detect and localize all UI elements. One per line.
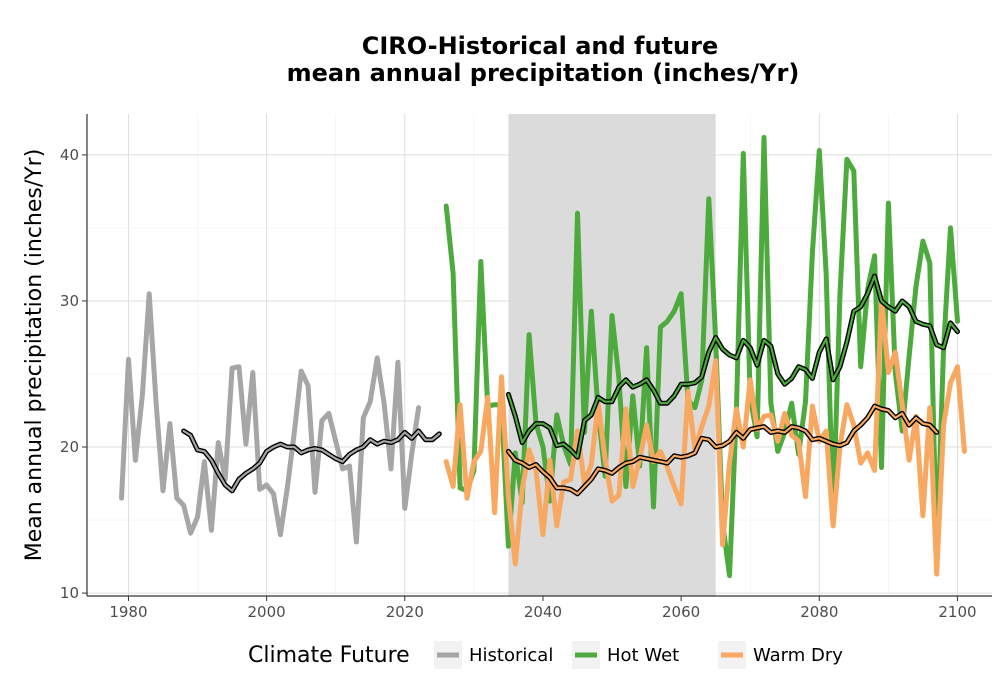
y-axis-ticks: 10 20 30 40 [60,146,87,602]
smoothed-line-hot-wet [507,275,959,459]
x-tick-label: 2020 [386,603,424,621]
y-tick-label: 20 [60,438,79,456]
chart-title-line-1: CIRO-Historical and future [362,32,718,60]
legend-items: Historical Hot Wet Warm Dry [434,641,843,669]
x-tick-label: 2080 [800,603,838,621]
smoothed-layer [181,273,960,497]
chart-title-line-2: mean annual precipitation (inches/Yr) [287,59,800,87]
x-tick-label: 1980 [109,603,147,621]
x-tick-label: 2060 [662,603,700,621]
x-tick-label: 2000 [248,603,286,621]
smoothed-line-historical [182,429,441,492]
y-axis-label: Mean annual precipitation (inches/Yr) [22,149,47,562]
x-tick-label: 2100 [938,603,976,621]
legend: Climate Future Historical Hot Wet Warm Dry [248,641,843,669]
legend-label-historical: Historical [469,645,553,666]
y-tick-label: 30 [60,292,79,310]
legend-label-hot-wet: Hot Wet [607,645,679,666]
y-tick-label: 40 [60,146,79,164]
legend-label-warm-dry: Warm Dry [753,645,843,666]
smoothed-line-warm-dry [507,405,938,495]
legend-title: Climate Future [248,643,410,668]
x-tick-label: 2040 [524,603,562,621]
series-line-warm-dry [443,295,967,577]
y-tick-label: 10 [60,584,79,602]
x-axis-ticks: 1980 2000 2020 2040 2060 2080 2100 [109,596,977,621]
series-line-historical [119,291,422,545]
